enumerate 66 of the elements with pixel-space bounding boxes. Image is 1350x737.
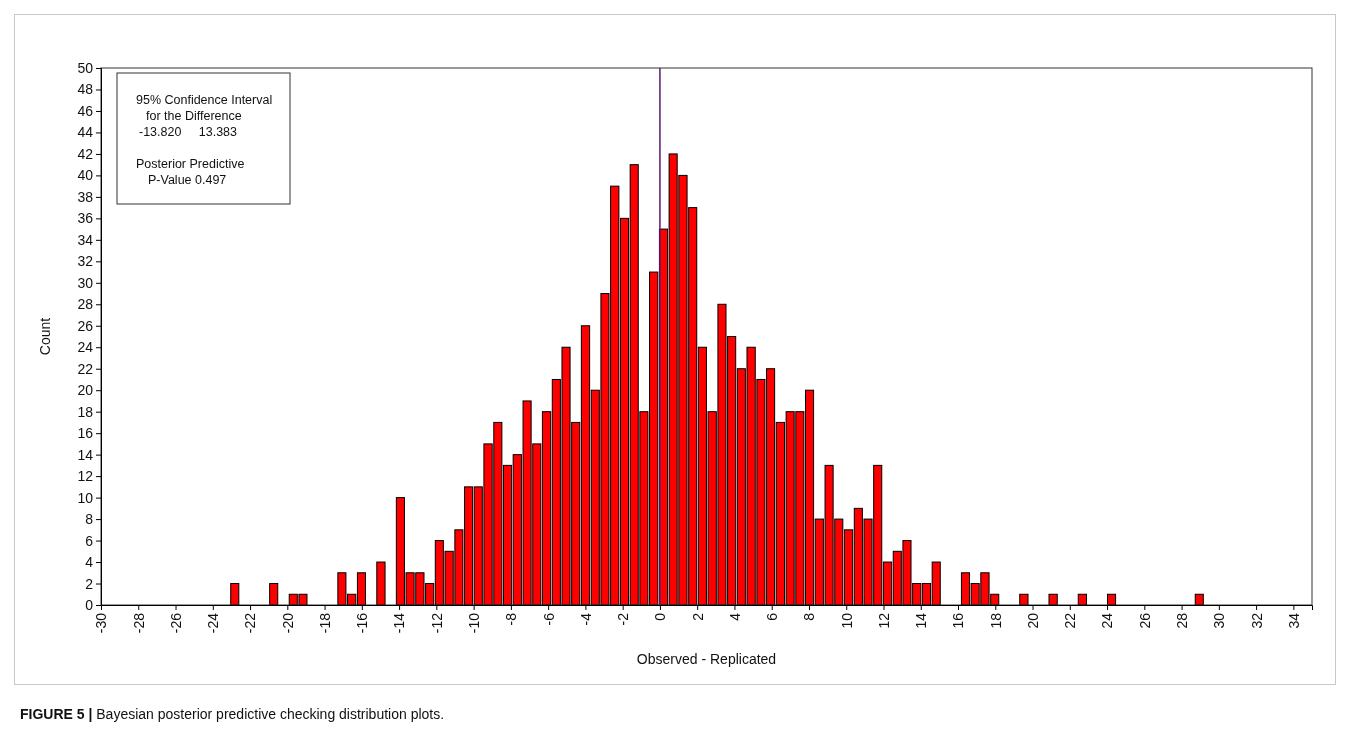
x-tick-label: -16 (354, 612, 371, 634)
y-tick-label: 50 (77, 59, 94, 76)
x-tick-label: 30 (1211, 612, 1228, 629)
x-tick-label: 26 (1136, 612, 1153, 629)
y-tick-label: 20 (77, 382, 94, 399)
x-tick-label: 18 (987, 612, 1004, 629)
x-tick-label: 10 (838, 612, 855, 629)
y-tick-label: 14 (77, 446, 94, 463)
x-tick-label: 14 (913, 612, 930, 629)
x-tick-label: -4 (577, 612, 594, 626)
x-tick-label: 6 (764, 612, 781, 621)
y-tick-label: 44 (77, 124, 94, 141)
annotation: -13.820 13.383 (139, 125, 238, 139)
x-tick-label: 34 (1285, 612, 1302, 629)
y-tick-label: 38 (77, 188, 94, 205)
y-tick-label: 10 (77, 489, 94, 506)
y-tick-label: 24 (77, 339, 94, 356)
x-tick-label: -24 (205, 612, 222, 634)
x-tick-label: -30 (93, 612, 110, 634)
x-tick-label: -8 (503, 612, 520, 626)
y-tick-label: 28 (77, 296, 94, 313)
y-axis-title: Count (37, 317, 53, 356)
y-tick-label: 36 (77, 210, 94, 227)
x-tick-label: -2 (615, 612, 632, 626)
y-tick-label: 2 (85, 575, 94, 592)
y-tick-label: 48 (77, 81, 94, 98)
x-tick-label: -14 (391, 612, 408, 634)
x-tick-label: 2 (689, 612, 706, 621)
y-tick-label: 42 (77, 145, 94, 162)
y-tick-label: 6 (85, 532, 94, 549)
annotation: Posterior Predictive (136, 157, 245, 171)
y-tick-label: 34 (77, 231, 94, 248)
annotation: for the Difference (146, 109, 242, 123)
x-tick-label: -28 (130, 612, 147, 634)
x-tick-label: 4 (726, 612, 743, 621)
x-tick-label: 8 (801, 612, 818, 621)
annotation: 95% Confidence Interval (136, 93, 273, 107)
caption: FIGURE 5 | Bayesian posterior predictive checking distribution plots. (20, 706, 445, 722)
x-tick-label: 24 (1099, 612, 1116, 629)
x-tick-label: 20 (1024, 612, 1041, 629)
x-tick-label: 28 (1173, 612, 1190, 629)
x-tick-label: -26 (167, 612, 184, 634)
x-tick-label: -20 (279, 612, 296, 634)
x-tick-label: -6 (540, 612, 557, 626)
x-axis-title: Observed - Replicated (636, 651, 777, 667)
x-tick-label: 22 (1062, 612, 1079, 629)
y-tick-label: 40 (77, 167, 94, 184)
y-tick-label: 18 (77, 403, 94, 420)
x-tick-label: -18 (316, 612, 333, 634)
y-tick-label: 22 (77, 360, 94, 377)
y-tick-label: 12 (77, 468, 94, 485)
x-tick-label: -10 (466, 612, 483, 634)
y-tick-label: 8 (85, 511, 94, 528)
x-tick-label: 32 (1248, 612, 1265, 629)
y-tick-label: 32 (77, 253, 94, 270)
y-tick-label: 46 (77, 102, 94, 119)
x-tick-label: 0 (652, 612, 669, 621)
x-tick-label: -22 (242, 612, 259, 634)
y-tick-label: 4 (85, 554, 94, 571)
x-tick-label: 12 (875, 612, 892, 629)
x-tick-label: -12 (428, 612, 445, 634)
annotation: P-Value 0.497 (148, 173, 227, 187)
x-tick-label: 16 (950, 612, 967, 629)
y-tick-label: 26 (77, 317, 94, 334)
y-tick-label: 16 (77, 425, 94, 442)
y-tick-label: 30 (77, 274, 94, 291)
